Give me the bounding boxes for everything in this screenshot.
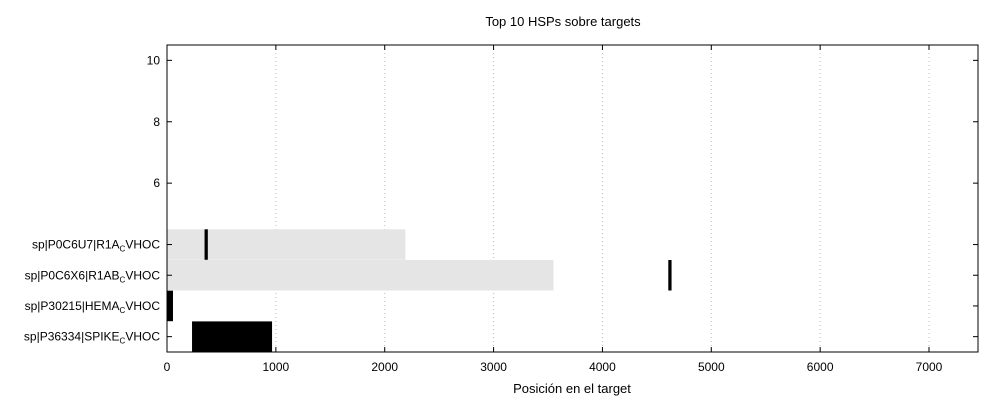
x-tick-label-3: 3000	[480, 360, 507, 374]
target-label-sub: C	[120, 275, 126, 284]
x-axis-ticks: 0 1000 2000 3000 4000 5000 6000 7000	[164, 45, 943, 374]
target-labels: sp|P0C6U7|R1ACVHOCsp|P0C6X6|R1ABCVHOCsp|…	[24, 238, 978, 346]
target-label-sub: C	[120, 306, 126, 315]
x-tick-label-6: 6000	[807, 360, 834, 374]
x-tick-label-2: 2000	[371, 360, 398, 374]
target-label-suffix: VHOC	[125, 330, 160, 344]
target-label-name: sp|P36334|SPIKE	[24, 330, 120, 344]
target-label-name: sp|P0C6X6|R1AB	[25, 268, 120, 282]
y-tick-label-0: 6	[153, 176, 160, 190]
y-tick-label-1: 8	[153, 115, 160, 129]
chart-title: Top 10 HSPs sobre targets	[485, 14, 641, 29]
target-label-0: sp|P0C6U7|R1ACVHOC	[32, 238, 160, 254]
x-tick-label-5: 5000	[698, 360, 725, 374]
target-label-1: sp|P0C6X6|R1ABCVHOC	[25, 268, 161, 284]
x-tick-label-4: 4000	[589, 360, 616, 374]
target-label-name: sp|P30215|HEMA	[25, 299, 120, 313]
target-coverage-bars	[167, 229, 554, 291]
target-label-name: sp|P0C6U7|R1A	[32, 238, 120, 252]
x-tick-label-1: 1000	[263, 360, 290, 374]
x-tick-label-7: 7000	[916, 360, 943, 374]
target-label-suffix: VHOC	[125, 238, 160, 252]
x-axis-label: Posición en el target	[513, 381, 631, 396]
target-label-sub: C	[120, 337, 126, 346]
hsp-bar-1	[668, 260, 672, 291]
target-label-3: sp|P36334|SPIKECVHOC	[24, 330, 160, 346]
x-tick-label-0: 0	[164, 360, 171, 374]
hsp-bar-3	[192, 321, 273, 352]
target-bar-0	[167, 229, 406, 260]
y-tick-label-2: 10	[147, 53, 161, 67]
target-label-2: sp|P30215|HEMACVHOC	[25, 299, 161, 315]
hsp-bar-0	[204, 229, 208, 260]
grid-lines	[275, 45, 930, 352]
y-axis-ticks: 6 8 10	[147, 53, 978, 190]
target-label-suffix: VHOC	[125, 299, 160, 313]
target-label-suffix: VHOC	[125, 268, 160, 282]
target-bar-1	[167, 260, 554, 291]
target-label-sub: C	[120, 245, 126, 254]
plot-frame	[166, 44, 979, 353]
